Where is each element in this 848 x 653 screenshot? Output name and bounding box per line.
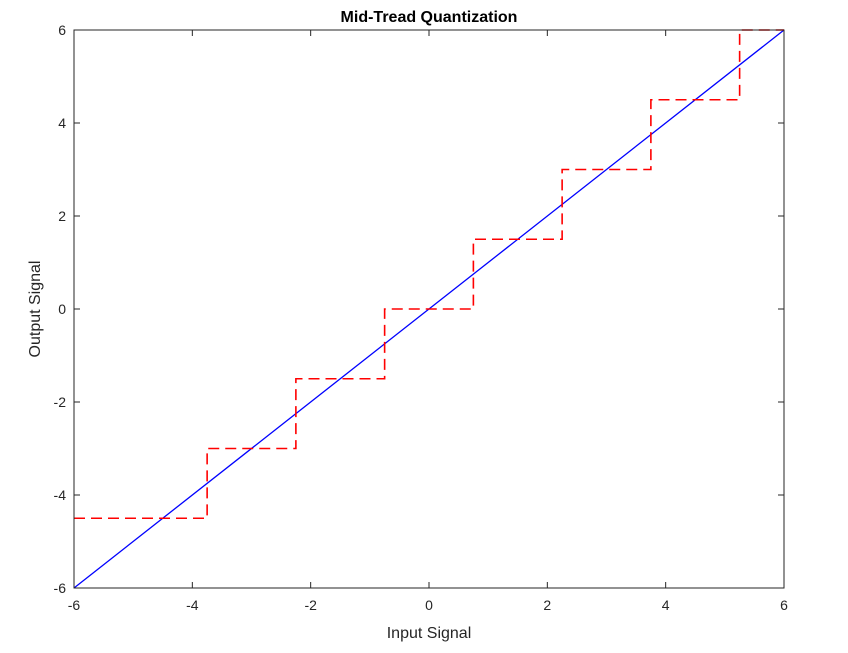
- x-tick-label: -4: [186, 597, 199, 613]
- x-tick-label: 2: [543, 597, 551, 613]
- x-tick-label: 4: [662, 597, 670, 613]
- quantized-output-series: [74, 29, 784, 520]
- chart-title: Mid-Tread Quantization: [341, 9, 518, 26]
- y-tick-label: 0: [58, 301, 66, 317]
- y-tick-label: -4: [54, 487, 67, 503]
- y-tick-label: 4: [58, 115, 66, 131]
- x-tick-label: 0: [425, 597, 433, 613]
- series-layer: [73, 29, 785, 589]
- y-tick-label: -6: [54, 580, 67, 596]
- x-tick-label: -6: [68, 597, 81, 613]
- y-axis-title: Output Signal: [27, 261, 44, 358]
- x-tick-label: -2: [304, 597, 317, 613]
- x-axis-title: Input Signal: [387, 625, 472, 642]
- ticks-layer: -6 -4 -2 0 2 4 6 -6 -4 -2 0 2 4 6: [54, 22, 789, 613]
- x-tick-label: 6: [780, 597, 788, 613]
- y-tick-label: 2: [58, 208, 66, 224]
- y-tick-label: -2: [54, 394, 67, 410]
- y-tick-label: 6: [58, 22, 66, 38]
